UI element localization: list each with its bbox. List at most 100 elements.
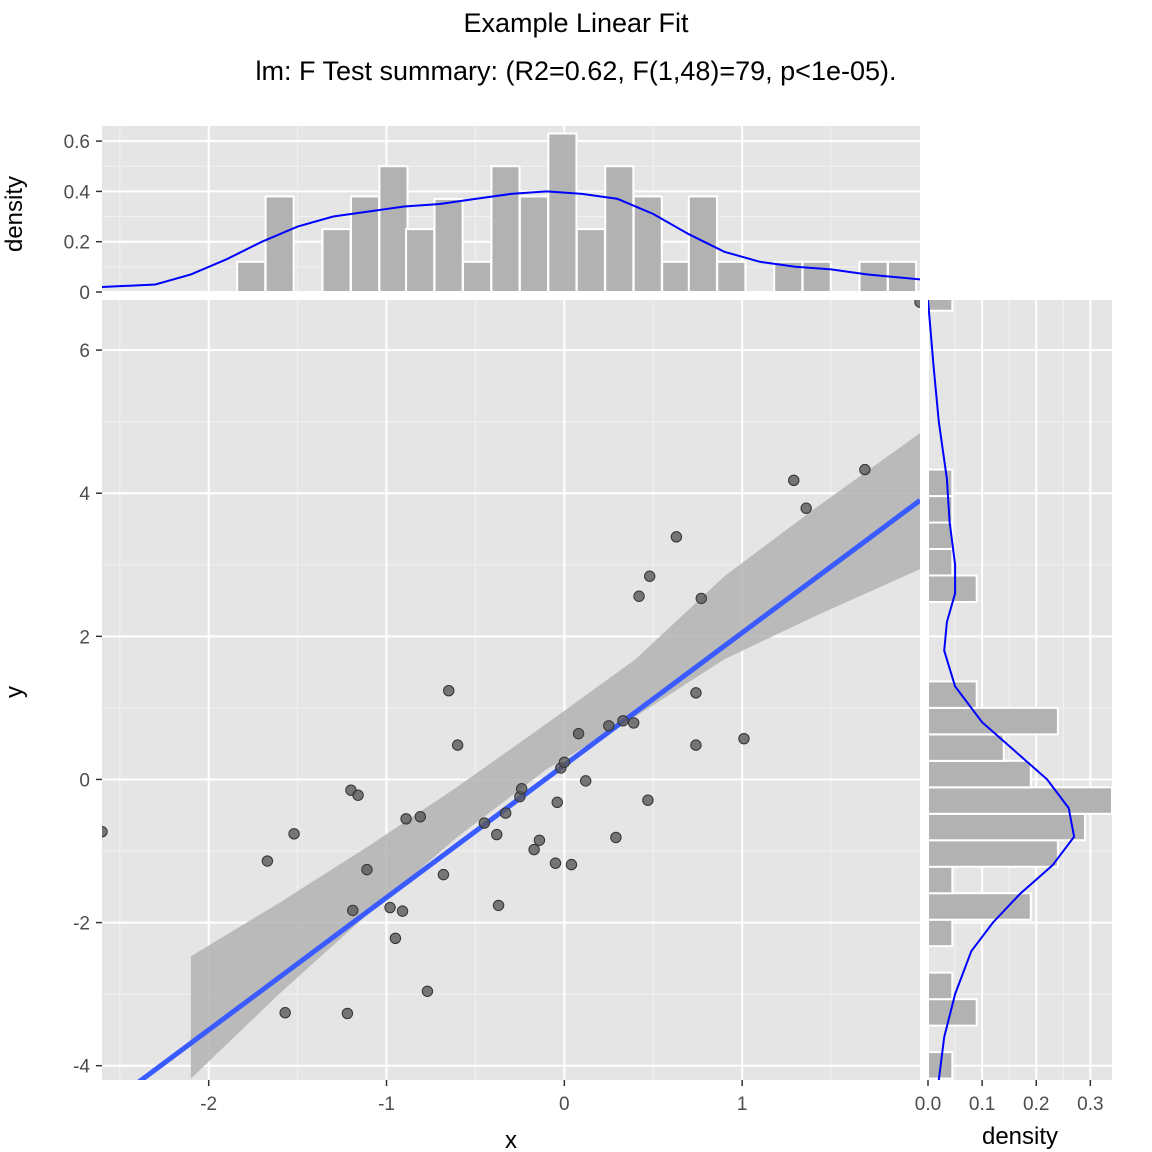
data-point	[528, 843, 540, 856]
data-point	[492, 899, 505, 912]
top-histogram-bar	[236, 260, 267, 292]
top-histogram-bar	[687, 195, 718, 292]
top-histogram-bar	[490, 165, 521, 292]
y-tick-label: -2	[73, 914, 90, 935]
data-point	[389, 932, 402, 945]
top-histogram-bar	[518, 195, 549, 292]
data-point	[279, 1007, 291, 1019]
x-tick-label: 0	[559, 1094, 570, 1115]
data-point	[610, 831, 622, 844]
right-histogram-bar	[928, 918, 954, 948]
right-density-curve	[928, 300, 1076, 1080]
top-y-tick-label: 0.4	[64, 182, 91, 203]
main-plot-area	[102, 300, 920, 1092]
x-tick-label: -2	[200, 1094, 217, 1115]
data-point	[533, 834, 546, 846]
top-histogram-bar	[461, 260, 493, 292]
data-point	[261, 855, 274, 867]
data-point	[738, 732, 750, 745]
data-point	[443, 685, 455, 697]
right-histogram-bar	[928, 521, 954, 551]
right-histogram-bar	[928, 548, 954, 577]
data-point	[633, 590, 645, 602]
data-point	[551, 796, 563, 809]
data-point	[515, 783, 528, 795]
data-point	[914, 300, 920, 308]
top-histogram-bar	[886, 260, 918, 292]
y-tick-label: 2	[79, 627, 90, 648]
data-point	[565, 858, 578, 871]
y-tick-label: 4	[79, 484, 90, 505]
data-point	[102, 825, 108, 838]
data-point	[800, 502, 812, 514]
data-point	[690, 739, 702, 751]
top-plot-area	[102, 126, 920, 292]
top-y-tick-label: 0	[79, 283, 90, 304]
right-histogram-bar	[928, 812, 1086, 842]
data-point	[670, 531, 683, 543]
top-marginal-panel: 0 0.2 0.4 0.6	[64, 126, 920, 304]
data-point	[603, 720, 615, 732]
data-point	[642, 794, 654, 806]
data-point	[451, 739, 464, 751]
top-histogram-bar	[378, 165, 409, 292]
right-marginal-xlabel: density	[982, 1123, 1058, 1150]
data-point	[644, 570, 656, 582]
right-histogram-bar	[928, 300, 954, 312]
right-x-tick-label: 0.1	[969, 1094, 995, 1115]
right-x-tick-label: 0.2	[1023, 1094, 1049, 1115]
top-y-tick-label: 0.6	[64, 132, 90, 153]
data-point	[690, 687, 702, 699]
top-histogram-bar	[321, 228, 352, 292]
right-histogram-bar	[928, 759, 1032, 789]
top-histogram-bar	[405, 228, 436, 292]
data-point	[695, 592, 707, 605]
top-histogram-bar	[575, 228, 606, 292]
data-point	[400, 813, 412, 825]
data-point	[478, 817, 491, 829]
data-point	[288, 828, 300, 840]
top-histogram-bar	[801, 260, 832, 292]
data-point	[352, 789, 364, 801]
data-point	[572, 727, 585, 740]
data-point	[384, 901, 396, 914]
data-point	[421, 985, 434, 997]
data-point	[558, 756, 571, 768]
right-histogram-bar	[928, 680, 978, 709]
chart-subtitle: lm: F Test summary: (R2=0.62, F(1,48)=79…	[255, 56, 896, 86]
right-histogram-bar	[928, 839, 1059, 868]
data-point	[287, 1082, 297, 1092]
data-point	[628, 717, 640, 729]
data-point	[859, 463, 871, 476]
data-point	[361, 863, 373, 876]
main-ylabel: y	[1, 686, 28, 698]
right-histogram-bar	[928, 971, 954, 1001]
right-x-tick-label: 0.3	[1077, 1094, 1103, 1115]
data-point	[788, 474, 800, 487]
data-point	[437, 868, 450, 881]
regression-fit-line	[137, 498, 920, 1080]
data-point	[579, 775, 592, 787]
top-y-tick-label: 0.2	[64, 233, 90, 254]
main-scatter-panel: -2 -1 0 1 -4 -2 0 2 4 6	[73, 300, 920, 1115]
data-point	[491, 828, 503, 841]
top-histogram-bar	[604, 165, 635, 292]
right-plot-area	[928, 300, 1112, 1080]
top-histogram-bar	[264, 195, 295, 292]
confidence-band	[190, 433, 920, 1079]
data-point	[414, 810, 427, 823]
x-tick-label: 1	[737, 1094, 748, 1115]
top-histogram-bar	[547, 132, 578, 292]
data-point	[347, 904, 359, 917]
right-histogram-bar	[928, 786, 1112, 815]
main-xlabel: x	[505, 1127, 517, 1152]
right-histogram-bar	[928, 574, 978, 603]
data-point	[549, 857, 562, 869]
top-density-curve	[102, 190, 920, 288]
data-point	[499, 807, 512, 819]
y-tick-label: 6	[79, 341, 90, 362]
x-tick-label: -1	[378, 1094, 395, 1115]
top-histogram-bar	[433, 197, 464, 292]
top-histogram-bar	[661, 260, 692, 292]
